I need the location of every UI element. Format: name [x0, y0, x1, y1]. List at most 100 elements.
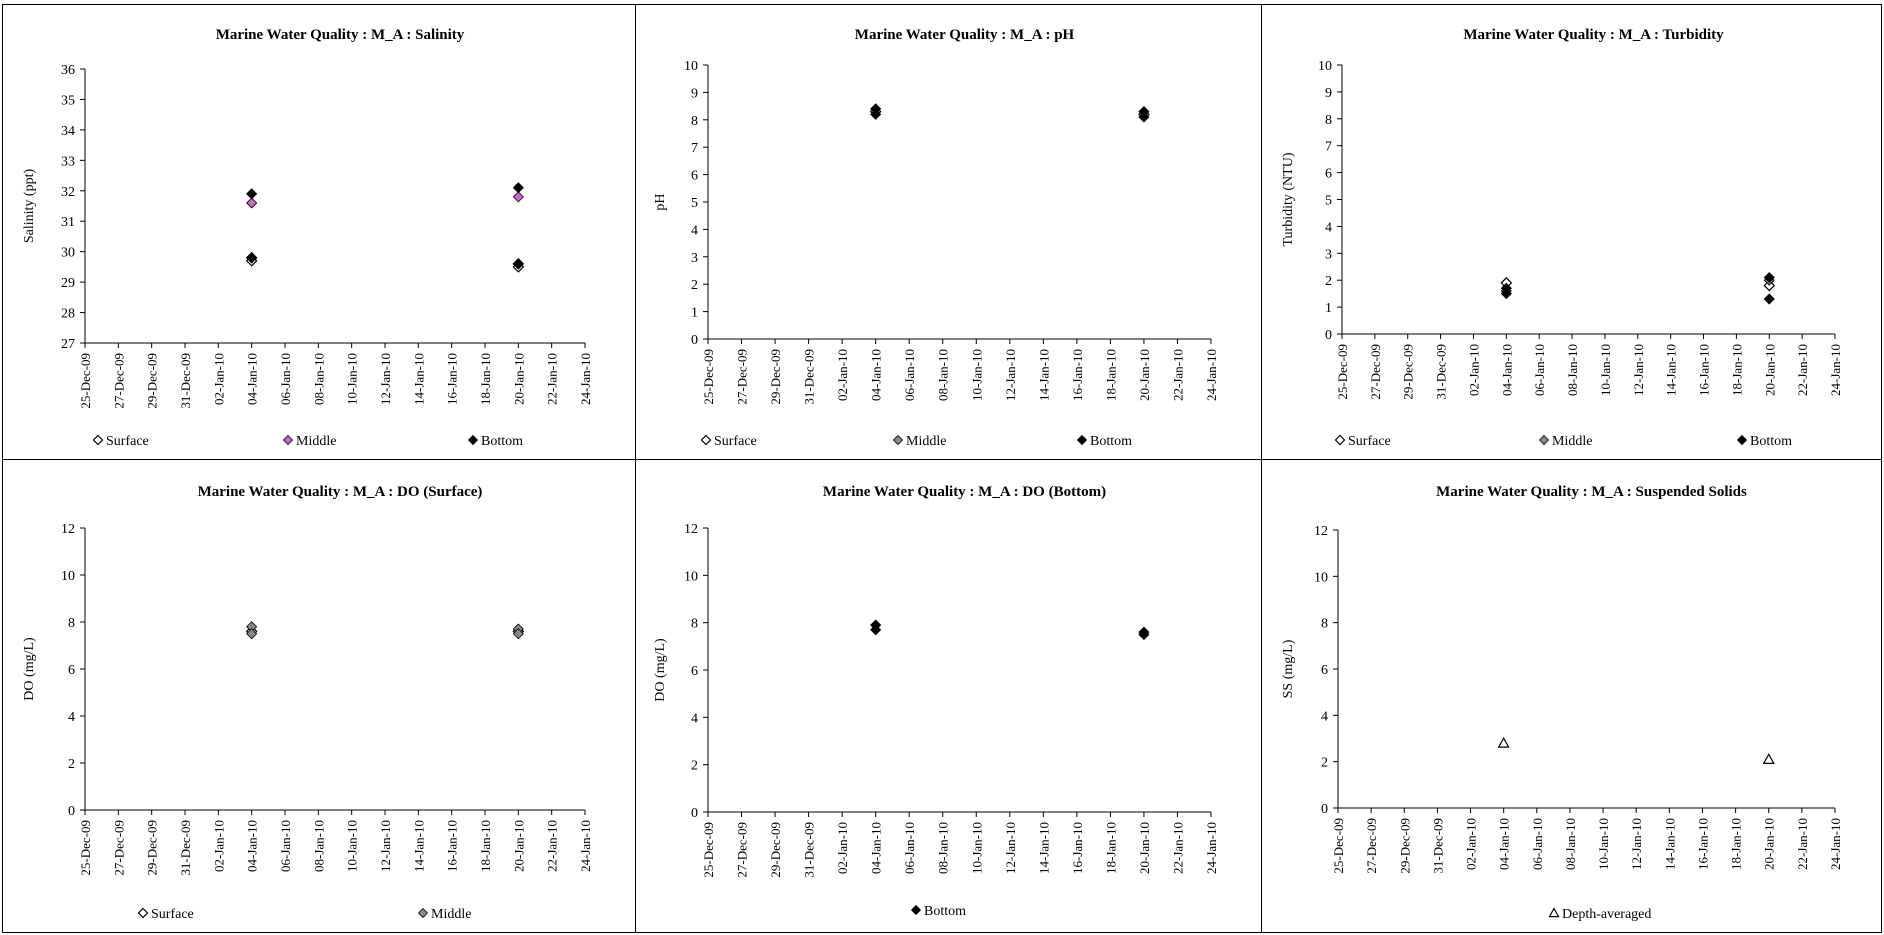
x-tick-label: 10-Jan-10	[345, 353, 360, 405]
salinity-chart-panel: Marine Water Quality : M_A : Salinity Sal…	[2, 4, 636, 460]
y-tick-label: 10	[61, 569, 75, 584]
y-tick-label: 4	[68, 710, 75, 725]
x-tick-label: 27-Dec-09	[111, 820, 126, 876]
y-tick-label: 7	[691, 141, 698, 156]
legend-label: Surface	[714, 434, 757, 449]
x-tick-label: 27-Dec-09	[1368, 344, 1383, 400]
x-tick-label: 24-Jan-10	[578, 820, 593, 872]
chart-svg: Marine Water Quality : M_A : Suspended S…	[1281, 484, 1843, 922]
y-tick-label: 1	[1325, 301, 1332, 316]
x-tick-label: 08-Jan-10	[936, 349, 951, 401]
y-tick-label: 3	[691, 251, 698, 266]
x-tick-label: 18-Jan-10	[478, 820, 493, 872]
x-tick-label: 29-Dec-09	[768, 822, 783, 878]
data-point	[246, 252, 258, 264]
x-tick-label: 14-Jan-10	[1036, 349, 1051, 401]
y-tick-label: 35	[61, 93, 75, 108]
x-tick-label: 27-Dec-09	[735, 349, 750, 405]
x-tick-label: 02-Jan-10	[835, 349, 850, 401]
y-tick-label: 6	[1325, 167, 1332, 182]
legend-marker	[1334, 434, 1346, 446]
x-tick-label: 22-Jan-10	[1170, 349, 1185, 401]
y-tick-label: 0	[691, 333, 698, 348]
y-tick-label: 10	[684, 569, 698, 584]
x-tick-label: 20-Jan-10	[1137, 822, 1152, 874]
y-tick-label: 27	[61, 337, 75, 352]
chart-svg: Marine Water Quality : M_A : DO (Surface…	[22, 484, 593, 922]
do-bottom-chart-panel: Marine Water Quality : M_A : DO (Bottom)…	[635, 459, 1262, 933]
x-tick-label: 06-Jan-10	[278, 353, 293, 405]
y-tick-label: 1	[691, 306, 698, 321]
x-tick-label: 14-Jan-10	[1662, 818, 1677, 870]
data-point	[512, 182, 524, 194]
x-tick-label: 06-Jan-10	[278, 820, 293, 872]
chart-title: Marine Water Quality : M_A : DO (Bottom)	[823, 484, 1106, 500]
x-tick-label: 18-Jan-10	[1103, 349, 1118, 401]
x-tick-label: 12-Jan-10	[378, 353, 393, 405]
x-tick-label: 29-Dec-09	[1397, 818, 1412, 874]
y-tick-label: 32	[61, 185, 75, 200]
x-tick-label: 08-Jan-10	[311, 353, 326, 405]
chart-svg: Marine Water Quality : M_A : Salinity Sal…	[22, 27, 593, 449]
legend-label: Depth-averaged	[1562, 907, 1651, 922]
x-tick-label: 27-Dec-09	[1364, 818, 1379, 874]
x-tick-label: 02-Jan-10	[1464, 818, 1479, 870]
x-tick-label: 04-Jan-10	[1497, 818, 1512, 870]
y-tick-label: 2	[691, 278, 698, 293]
data-point	[1138, 628, 1150, 641]
legend-marker	[1538, 434, 1550, 446]
legend-label: Bottom	[1090, 434, 1132, 449]
x-tick-label: 31-Dec-09	[178, 353, 193, 409]
y-tick-label: 2	[68, 757, 75, 772]
x-tick-label: 16-Jan-10	[445, 353, 460, 405]
x-tick-label: 22-Jan-10	[1795, 344, 1810, 396]
y-axis-label: DO (mg/L)	[653, 638, 668, 702]
x-tick-label: 24-Jan-10	[1828, 818, 1843, 870]
chart-svg: Marine Water Quality : M_A : DO (Bottom)…	[653, 484, 1219, 919]
x-tick-label: 16-Jan-10	[1697, 344, 1712, 396]
legend-label: Bottom	[481, 434, 523, 449]
x-tick-label: 02-Jan-10	[211, 353, 226, 405]
x-tick-label: 29-Dec-09	[145, 353, 160, 409]
data-point	[870, 624, 882, 636]
x-tick-label: 08-Jan-10	[1563, 818, 1578, 870]
y-tick-label: 34	[61, 124, 75, 139]
x-tick-label: 10-Jan-10	[1598, 344, 1613, 396]
y-tick-label: 4	[1325, 220, 1332, 235]
x-tick-label: 12-Jan-10	[378, 820, 393, 872]
x-tick-label: 29-Dec-09	[768, 349, 783, 405]
y-tick-label: 30	[61, 246, 75, 261]
x-tick-label: 24-Jan-10	[1828, 344, 1843, 396]
x-tick-label: 10-Jan-10	[969, 822, 984, 874]
y-tick-label: 8	[691, 114, 698, 129]
x-tick-label: 31-Dec-09	[1430, 818, 1445, 874]
y-tick-label: 9	[691, 86, 698, 101]
x-tick-label: 04-Jan-10	[245, 820, 260, 872]
y-tick-label: 2	[691, 759, 698, 774]
legend-label: Middle	[1552, 434, 1592, 449]
y-tick-label: 3	[1325, 247, 1332, 262]
y-tick-label: 28	[61, 307, 75, 322]
legend-marker	[1736, 434, 1748, 446]
x-tick-label: 12-Jan-10	[1631, 344, 1646, 396]
legend-label: Surface	[106, 434, 149, 449]
x-tick-label: 22-Jan-10	[1795, 818, 1810, 870]
y-tick-label: 36	[61, 63, 75, 78]
y-tick-label: 6	[691, 169, 698, 184]
data-point	[512, 628, 524, 640]
data-point	[1763, 293, 1775, 305]
x-tick-label: 25-Dec-09	[1335, 344, 1350, 400]
data-point	[246, 628, 258, 640]
x-tick-label: 04-Jan-10	[1499, 344, 1514, 396]
x-tick-label: 27-Dec-09	[735, 822, 750, 878]
y-tick-label: 31	[61, 215, 75, 230]
x-tick-label: 02-Jan-10	[835, 822, 850, 874]
x-tick-label: 20-Jan-10	[1762, 344, 1777, 396]
legend-marker	[137, 907, 149, 919]
x-tick-label: 08-Jan-10	[936, 822, 951, 874]
data-point	[1138, 111, 1150, 123]
y-tick-label: 5	[691, 196, 698, 211]
x-tick-label: 24-Jan-10	[578, 353, 593, 405]
y-tick-label: 6	[68, 663, 75, 678]
